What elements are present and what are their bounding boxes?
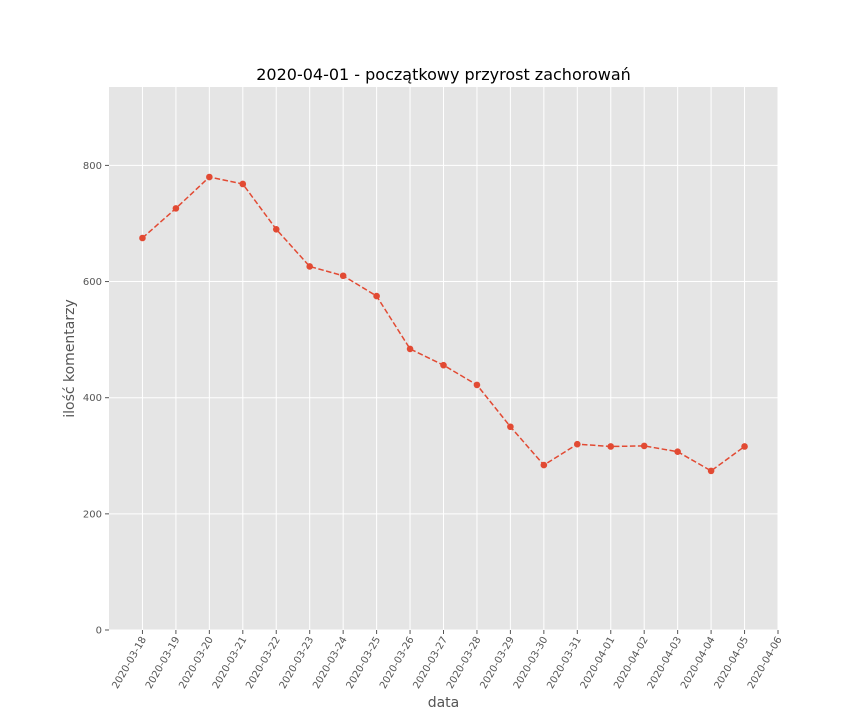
data-point xyxy=(339,272,347,280)
data-point xyxy=(540,461,548,469)
y-axis-ticks: 0 200 400 600 800 xyxy=(83,161,109,637)
data-point xyxy=(139,234,146,242)
x-tick-label: 2020-03-22 xyxy=(244,635,283,691)
x-tick-label: 2020-03-23 xyxy=(278,635,317,691)
x-tick-label: 2020-03-27 xyxy=(412,635,451,691)
data-point xyxy=(574,440,581,448)
x-tick-label: 2020-03-18 xyxy=(110,635,149,691)
x-axis-label: data xyxy=(428,695,460,711)
y-tick-label: 800 xyxy=(83,161,102,172)
data-point-layer xyxy=(139,173,748,475)
data-point xyxy=(640,442,648,450)
data-point xyxy=(239,180,247,188)
data-point xyxy=(741,443,748,450)
data-point xyxy=(206,173,213,181)
x-tick-label: 2020-03-19 xyxy=(144,635,183,691)
x-tick-label: 2020-03-31 xyxy=(545,635,584,691)
x-tick-label: 2020-03-29 xyxy=(478,635,517,691)
data-point xyxy=(172,205,180,212)
x-tick-label: 2020-04-01 xyxy=(579,635,618,691)
data-point xyxy=(507,423,514,431)
data-point xyxy=(707,467,715,475)
y-tick-label: 400 xyxy=(83,393,102,404)
x-tick-label: 2020-03-24 xyxy=(311,635,350,691)
data-point xyxy=(306,263,314,270)
y-tick-label: 0 xyxy=(96,626,102,637)
x-tick-label: 2020-04-06 xyxy=(746,635,785,691)
data-point xyxy=(373,292,380,300)
data-point xyxy=(674,448,681,456)
x-tick-label: 2020-03-20 xyxy=(177,635,216,691)
chart-title: 2020-04-01 - początkowy przyrost zachoro… xyxy=(256,65,631,84)
grid-lines xyxy=(109,87,779,631)
x-tick-label: 2020-04-05 xyxy=(713,635,752,691)
x-tick-label: 2020-03-30 xyxy=(512,635,551,691)
y-axis-label: ilość komentarzy xyxy=(62,299,78,418)
data-point xyxy=(406,345,414,353)
x-tick-label: 2020-03-28 xyxy=(445,635,484,691)
data-point xyxy=(440,361,447,369)
data-point xyxy=(607,443,615,450)
x-tick-label: 2020-04-04 xyxy=(679,635,718,691)
x-axis-ticks: 2020-03-182020-03-192020-03-202020-03-21… xyxy=(110,630,785,691)
x-tick-label: 2020-04-03 xyxy=(646,635,685,691)
data-point xyxy=(473,381,481,389)
x-tick-label: 2020-03-25 xyxy=(345,635,384,691)
y-tick-label: 200 xyxy=(83,509,102,520)
x-tick-label: 2020-03-26 xyxy=(378,635,417,691)
x-tick-label: 2020-03-21 xyxy=(211,635,250,691)
x-tick-label: 2020-04-02 xyxy=(612,635,651,691)
data-point xyxy=(272,225,280,233)
y-tick-label: 600 xyxy=(83,277,102,288)
